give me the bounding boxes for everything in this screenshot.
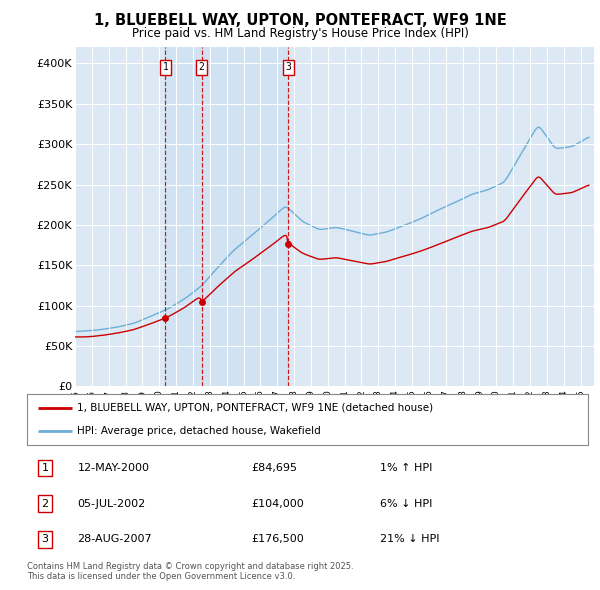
Text: 1, BLUEBELL WAY, UPTON, PONTEFRACT, WF9 1NE (detached house): 1, BLUEBELL WAY, UPTON, PONTEFRACT, WF9 …: [77, 402, 434, 412]
Text: 6% ↓ HPI: 6% ↓ HPI: [380, 499, 433, 509]
Text: £104,000: £104,000: [251, 499, 304, 509]
Text: 2: 2: [41, 499, 49, 509]
Text: 3: 3: [285, 63, 291, 73]
Text: £176,500: £176,500: [251, 534, 304, 544]
Text: 1, BLUEBELL WAY, UPTON, PONTEFRACT, WF9 1NE: 1, BLUEBELL WAY, UPTON, PONTEFRACT, WF9 …: [94, 13, 506, 28]
Text: 3: 3: [41, 534, 49, 544]
Bar: [202, 47, 288, 386]
Bar: [166, 47, 202, 386]
Text: 1: 1: [41, 463, 49, 473]
Text: 1: 1: [163, 63, 168, 73]
Text: 1% ↑ HPI: 1% ↑ HPI: [380, 463, 433, 473]
Text: 21% ↓ HPI: 21% ↓ HPI: [380, 534, 440, 544]
Text: 28-AUG-2007: 28-AUG-2007: [77, 534, 152, 544]
Text: 05-JUL-2002: 05-JUL-2002: [77, 499, 146, 509]
Text: 2: 2: [199, 63, 205, 73]
Text: HPI: Average price, detached house, Wakefield: HPI: Average price, detached house, Wake…: [77, 427, 321, 437]
Text: 12-MAY-2000: 12-MAY-2000: [77, 463, 149, 473]
Text: £84,695: £84,695: [251, 463, 298, 473]
Text: Price paid vs. HM Land Registry's House Price Index (HPI): Price paid vs. HM Land Registry's House …: [131, 27, 469, 40]
Text: Contains HM Land Registry data © Crown copyright and database right 2025.
This d: Contains HM Land Registry data © Crown c…: [27, 562, 353, 581]
